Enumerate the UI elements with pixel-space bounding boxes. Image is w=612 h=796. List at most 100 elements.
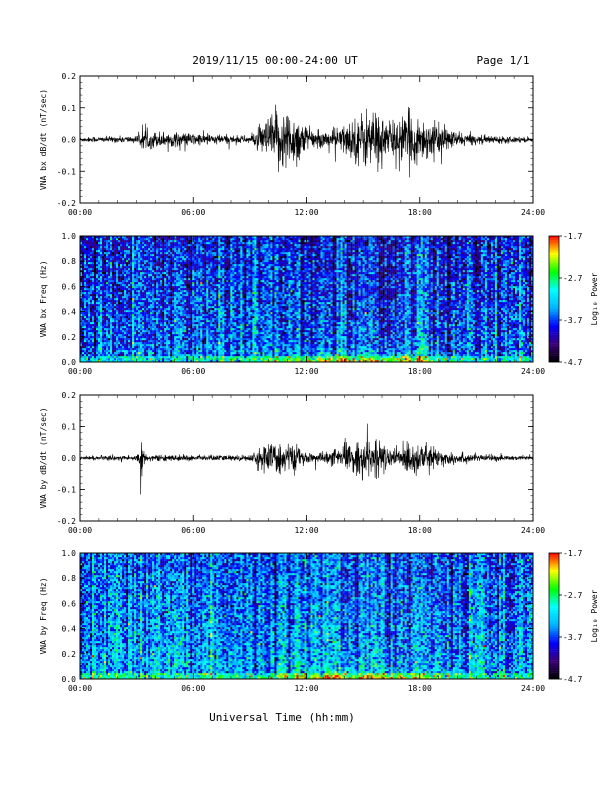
spectrogram-cell xyxy=(188,340,190,342)
spectrogram-cell xyxy=(218,324,220,326)
spectrogram-cell xyxy=(116,268,118,270)
spectrogram-cell xyxy=(230,268,232,270)
spectrogram-cell xyxy=(180,346,182,348)
spectrogram-cell xyxy=(212,310,214,312)
spectrogram-cell xyxy=(98,276,100,278)
spectrogram-cell xyxy=(210,336,212,338)
spectrogram-cell xyxy=(198,296,200,298)
spectrogram-cell xyxy=(88,268,90,270)
spectrogram-cell xyxy=(182,314,184,316)
spectrogram-cell xyxy=(118,242,120,244)
spectrogram-cell xyxy=(102,250,104,252)
spectrogram-cell xyxy=(120,288,122,290)
spectrogram-cell xyxy=(88,298,90,300)
spectrogram-cell xyxy=(96,280,98,282)
spectrogram-cell xyxy=(134,320,136,322)
spectrogram-cell xyxy=(186,310,188,312)
spectrogram-cell xyxy=(186,358,188,360)
spectrogram-cell xyxy=(158,358,160,360)
spectrogram-cell xyxy=(114,342,116,344)
spectrogram-cell xyxy=(214,250,216,252)
spectrogram-cell xyxy=(162,280,164,282)
spectrogram-cell xyxy=(186,344,188,346)
spectrogram-cell xyxy=(134,248,136,250)
spectrogram-cell xyxy=(140,320,142,322)
spectrogram-cell xyxy=(140,302,142,304)
spectrogram-cell xyxy=(190,332,192,334)
spectrogram-cell xyxy=(212,254,214,256)
spectrogram-cell xyxy=(116,356,118,358)
spectrogram-cell xyxy=(146,260,148,262)
spectrogram-cell xyxy=(84,304,86,306)
spectrogram-cell xyxy=(158,254,160,256)
spectrogram-cell xyxy=(82,258,84,260)
spectrogram-cell xyxy=(102,284,104,286)
spectrogram-cell xyxy=(222,288,224,290)
spectrogram-cell xyxy=(152,270,154,272)
spectrogram-cell xyxy=(102,298,104,300)
spectrogram-cell xyxy=(170,270,172,272)
spectrogram-cell xyxy=(186,270,188,272)
spectrogram-cell xyxy=(164,284,166,286)
spectrogram-cell xyxy=(134,286,136,288)
spectrogram-cell xyxy=(108,346,110,348)
spectrogram-cell xyxy=(128,312,130,314)
spectrogram-cell xyxy=(200,296,202,298)
spectrogram-cell xyxy=(154,268,156,270)
spectrogram-cell xyxy=(104,262,106,264)
spectrogram-cell xyxy=(232,322,234,324)
spectrogram-cell xyxy=(98,250,100,252)
spectrogram-cell xyxy=(118,324,120,326)
spectrogram-cell xyxy=(206,266,208,268)
spectrogram-cell xyxy=(196,340,198,342)
spectrogram-cell xyxy=(132,276,134,278)
spectrogram-cell xyxy=(146,358,148,360)
spectrogram-cell xyxy=(82,238,84,240)
spectrogram-cell xyxy=(222,342,224,344)
spectrogram-cell xyxy=(90,276,92,278)
spectrogram-cell xyxy=(212,356,214,358)
spectrogram-cell xyxy=(166,258,168,260)
spectrogram-cell xyxy=(216,284,218,286)
spectrogram-cell xyxy=(184,288,186,290)
spectrogram-cell xyxy=(148,246,150,248)
spectrogram-cell xyxy=(200,304,202,306)
spectrogram-cell xyxy=(98,352,100,354)
spectrogram-cell xyxy=(230,280,232,282)
spectrogram-cell xyxy=(108,296,110,298)
spectrogram-cell xyxy=(190,256,192,258)
spectrogram-cell xyxy=(126,246,128,248)
spectrogram-cell xyxy=(182,348,184,350)
spectrogram-cell xyxy=(206,284,208,286)
spectrogram-cell xyxy=(180,326,182,328)
spectrogram-cell xyxy=(190,242,192,244)
spectrogram-cell xyxy=(132,352,134,354)
spectrogram-cell xyxy=(136,292,138,294)
spectrogram-cell xyxy=(230,324,232,326)
spectrogram-cell xyxy=(216,260,218,262)
spectrogram-cell xyxy=(202,266,204,268)
spectrogram-cell xyxy=(150,308,152,310)
spectrogram-cell xyxy=(116,336,118,338)
spectrogram-cell xyxy=(162,338,164,340)
spectrogram-cell xyxy=(214,284,216,286)
spectrogram-cell xyxy=(180,344,182,346)
spectrogram-cell xyxy=(230,302,232,304)
spectrogram-cell xyxy=(188,324,190,326)
spectrogram-cell xyxy=(200,244,202,246)
spectrogram-cell xyxy=(188,336,190,338)
spectrogram-cell xyxy=(96,278,98,280)
spectrogram-cell xyxy=(144,290,146,292)
spectrogram-cell xyxy=(230,274,232,276)
spectrogram-cell xyxy=(156,278,158,280)
spectrogram-cell xyxy=(216,238,218,240)
spectrogram-cell xyxy=(108,302,110,304)
spectrogram-cell xyxy=(130,262,132,264)
spectrogram-cell xyxy=(222,300,224,302)
spectrogram-cell xyxy=(106,282,108,284)
spectrogram-cell xyxy=(180,336,182,338)
spectrogram-cell xyxy=(94,308,96,310)
spectrogram-cell xyxy=(102,316,104,318)
spectrogram-cell xyxy=(102,346,104,348)
spectrogram-cell xyxy=(170,264,172,266)
